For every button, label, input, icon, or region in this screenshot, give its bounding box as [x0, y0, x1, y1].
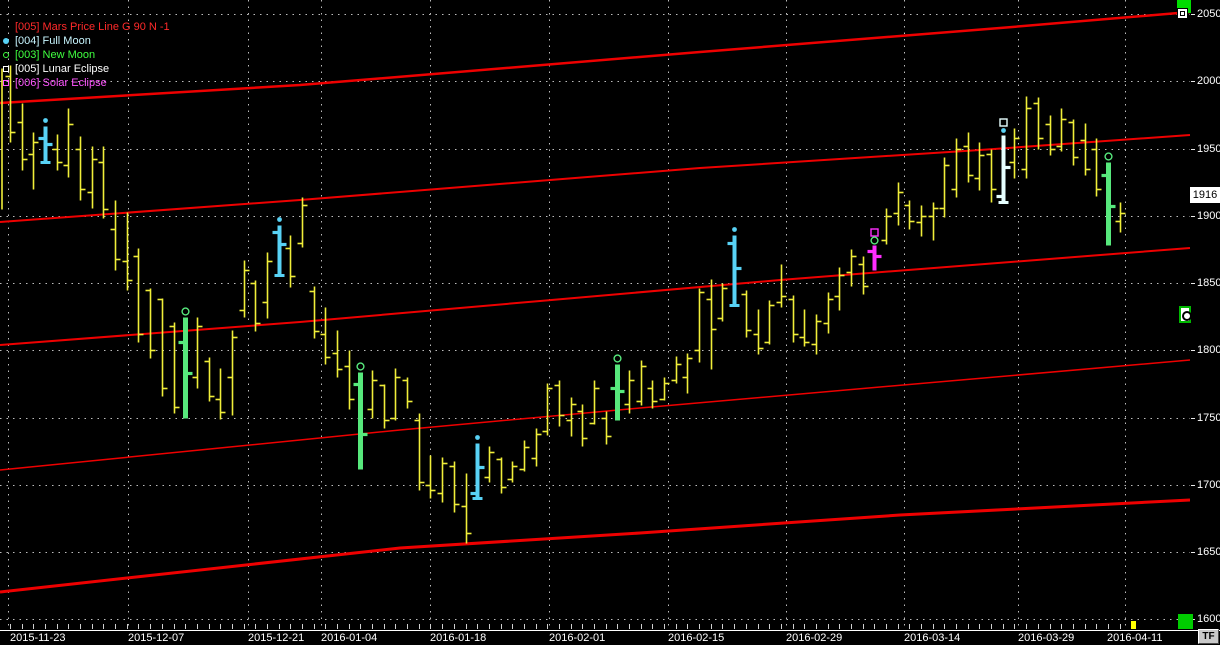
price-tick [1191, 149, 1195, 150]
full-moon-icon [1001, 128, 1006, 133]
price-tick [1191, 81, 1195, 82]
legend-label: [005] Lunar Eclipse [15, 63, 110, 75]
price-axis-label: 1600 [1197, 612, 1220, 625]
price-axis-label: 1850 [1197, 276, 1220, 289]
lunar-eclipse-edge-icon [1177, 8, 1188, 19]
price-tick [1191, 552, 1195, 553]
moon-event-markers-layer [43, 118, 1113, 440]
eclipse-square-icon [3, 80, 9, 86]
price-axis-label: 1700 [1197, 478, 1220, 491]
legend-item[interactable]: [006] Solar Eclipse [2, 76, 170, 90]
legend-item[interactable]: [003] New Moon [2, 48, 170, 62]
legend: [005] Mars Price Line G 90 N -1 [004] Ful… [2, 20, 170, 90]
date-axis-label: 2016-01-04 [321, 632, 378, 644]
price-tick [1191, 619, 1195, 620]
date-axis-label: 2016-02-01 [549, 632, 606, 644]
price-axis-label: 1750 [1197, 411, 1220, 424]
date-axis-label: 2016-01-18 [430, 632, 487, 644]
timeframe-button[interactable]: TF [1198, 629, 1219, 644]
price-tick [1191, 485, 1195, 486]
price-axis-label: 1900 [1197, 209, 1220, 222]
price-tick [1191, 14, 1195, 15]
date-axis-label: 2015-12-21 [248, 632, 305, 644]
full-moon-icon [43, 118, 48, 123]
price-axis-label: 1800 [1197, 343, 1220, 356]
price-axis-label: 1650 [1197, 545, 1220, 558]
price-tick [1191, 283, 1195, 284]
new-moon-icon [1104, 152, 1113, 161]
new-moon-icon [356, 362, 365, 371]
current-price-badge: 1916 [1190, 186, 1220, 203]
legend-label: [003] New Moon [15, 49, 96, 61]
legend-item[interactable]: [005] Mars Price Line G 90 N -1 [2, 20, 170, 34]
date-axis-label: 2016-03-14 [904, 632, 961, 644]
eclipse-square-icon [3, 66, 9, 72]
legend-label: [006] Solar Eclipse [15, 77, 107, 89]
date-axis-label: 2016-02-15 [668, 632, 725, 644]
full-moon-icon [3, 38, 9, 44]
price-axis-label: 1950 [1197, 142, 1220, 155]
date-axis-label: 2016-02-29 [786, 632, 843, 644]
price-axis[interactable]: 2050 2000 1950 1900 1850 1800 1750 1700 1650 1600 [1190, 0, 1220, 630]
price-axis-label: 2000 [1197, 74, 1220, 87]
lunar-eclipse-icon [999, 118, 1008, 127]
legend-label: [005] Mars Price Line G 90 N -1 [15, 21, 170, 33]
new-moon-icon [870, 236, 879, 245]
next-session-tick [1131, 621, 1136, 629]
date-axis-label: 2015-12-07 [128, 632, 185, 644]
upcoming-event-highlight-bottom [1178, 614, 1193, 629]
full-moon-icon [277, 217, 282, 222]
date-axis-label: 2016-04-11 [1107, 632, 1163, 644]
date-axis-label: 2016-03-29 [1018, 632, 1075, 644]
price-tick [1191, 350, 1195, 351]
price-axis-label: 2050 [1197, 7, 1220, 20]
full-moon-icon [732, 227, 737, 232]
full-moon-icon [475, 435, 480, 440]
legend-item[interactable]: [004] Full Moon [2, 34, 170, 48]
price-bars-layer [1, 65, 1126, 544]
date-axis[interactable]: 2015-11-23 2015-12-07 2015-12-21 2016-01-04… [0, 631, 1220, 645]
new-moon-icon [3, 52, 9, 58]
price-tick [1191, 216, 1195, 217]
mars-price-lines-layer [0, 10, 1191, 594]
new-moon-icon [613, 354, 622, 363]
date-axis-label: 2015-11-23 [10, 632, 66, 644]
price-tick [1191, 418, 1195, 419]
new-moon-icon [181, 307, 190, 316]
solar-eclipse-icon [870, 228, 879, 237]
legend-item[interactable]: [005] Lunar Eclipse [2, 62, 170, 76]
grid-layer [0, 0, 1190, 630]
legend-label: [004] Full Moon [15, 35, 91, 47]
new-moon-edge-icon [1179, 306, 1192, 323]
